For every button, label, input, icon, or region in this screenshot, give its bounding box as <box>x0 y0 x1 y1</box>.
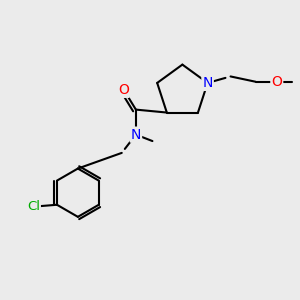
Text: N: N <box>202 76 213 90</box>
Text: N: N <box>131 128 141 142</box>
Text: O: O <box>271 75 282 89</box>
Text: O: O <box>118 83 129 97</box>
Text: Cl: Cl <box>27 200 40 213</box>
